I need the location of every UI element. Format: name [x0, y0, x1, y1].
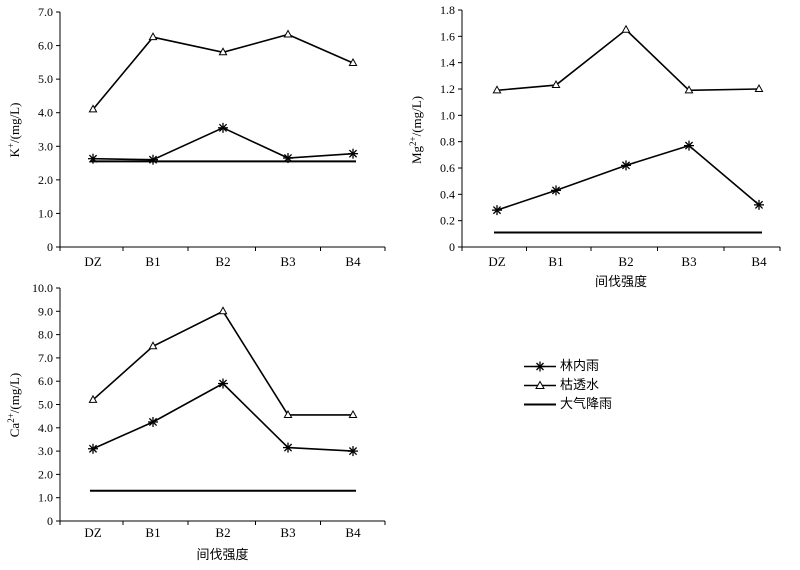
point-throughfall [148, 154, 158, 165]
asterisk-marker-icon [535, 361, 545, 372]
x-tick-label: DZ [84, 525, 101, 540]
y-axis-title: Ca2+/(mg/L) [6, 373, 22, 437]
y-tick-label: 9.0 [38, 304, 53, 318]
point-litter [148, 341, 158, 350]
x-tick-label: B4 [751, 254, 767, 269]
y-tick-label: 3.0 [38, 139, 53, 153]
legend: 林内雨 枯透水 大气降雨 [520, 357, 640, 414]
legend-swatch-litter [524, 380, 556, 389]
point-throughfall [754, 199, 764, 210]
point-litter [218, 306, 228, 315]
x-tick-label: DZ [488, 254, 505, 269]
point-throughfall [218, 122, 228, 133]
y-tick-label: 3.0 [38, 444, 53, 458]
x-tick-label: B4 [345, 254, 361, 269]
legend-label-litter: 枯透水 [560, 378, 600, 393]
y-tick-label: 6.0 [38, 374, 53, 388]
y-tick-label: 1.8 [440, 3, 455, 17]
point-litter [492, 85, 502, 94]
y-tick-label: 1.0 [38, 491, 53, 505]
x-axis-title: 间伐强度 [595, 274, 647, 289]
point-litter [88, 394, 98, 403]
chart-2: 0 0.2 0.4 0.6 0.8 1.0 1.2 1.4 1.6 1.8 DZ B1 B2 B3 B4 Mg… [408, 3, 781, 289]
y-tick-label: 10.0 [32, 281, 53, 295]
series-line-throughfall [496, 144, 760, 211]
point-throughfall [88, 443, 98, 454]
point-litter [551, 80, 561, 89]
legend-label-precip: 大气降雨 [560, 397, 613, 412]
chart-1: 0 1.0 2.0 3.0 4.0 5.0 6.0 7.0 DZ B1 B2 B3 B4 K+/(mg/L… [6, 5, 386, 269]
point-litter [283, 29, 293, 38]
y-tick-label: 0 [449, 240, 455, 254]
series-line-litter [92, 33, 354, 110]
y-axis-title: Mg2+/(mg/L) [408, 96, 424, 164]
point-litter [754, 83, 764, 92]
point-throughfall [684, 140, 694, 151]
triangle-marker-icon [535, 380, 545, 389]
legend-item-precip: 大气降雨 [520, 395, 640, 414]
y-tick-label: 5.0 [38, 72, 53, 86]
y-tick-label: 1.0 [38, 206, 53, 220]
x-tick-label: B1 [145, 525, 160, 540]
x-tick-label: B1 [548, 254, 563, 269]
point-litter [348, 409, 358, 418]
y-tick-label: 1.6 [440, 29, 455, 43]
point-litter [684, 85, 694, 94]
x-tick-label: B2 [618, 254, 633, 269]
point-throughfall [283, 442, 293, 453]
y-tick-label: 4.0 [38, 421, 53, 435]
x-tick-label: B3 [280, 254, 295, 269]
y-tick-label: 0.2 [440, 214, 455, 228]
x-tick-label: B2 [215, 525, 230, 540]
y-axis-title: K+/(mg/L) [6, 103, 22, 158]
y-tick-label: 6.0 [38, 39, 53, 53]
series-line-throughfall [92, 382, 354, 452]
y-tick-label: 5.0 [38, 398, 53, 412]
y-tick-label: 0.8 [440, 135, 455, 149]
y-tick-label: 1.4 [440, 56, 455, 70]
x-tick-label: B1 [145, 254, 160, 269]
y-tick-label: 2.0 [38, 467, 53, 481]
point-throughfall [218, 378, 228, 389]
y-tick-label: 1.0 [440, 108, 455, 122]
y-tick-label: 0.4 [440, 187, 455, 201]
legend-item-litter: 枯透水 [520, 376, 640, 395]
y-tick-label: 4.0 [38, 106, 53, 120]
point-litter [348, 57, 358, 67]
point-throughfall [621, 160, 631, 171]
point-litter [218, 47, 228, 56]
y-tick-label: 1.2 [440, 82, 455, 96]
y-tick-label: 8.0 [38, 328, 53, 342]
x-axis-title: 间伐强度 [196, 547, 248, 562]
y-tick-label: 0 [47, 240, 53, 254]
point-throughfall [348, 446, 358, 457]
series-line-litter [92, 310, 353, 416]
legend-swatch-throughfall [524, 361, 556, 372]
x-tick-label: B2 [215, 254, 230, 269]
point-litter [283, 409, 293, 418]
point-throughfall [148, 416, 158, 427]
y-tick-label: 7.0 [38, 351, 53, 365]
point-litter [148, 32, 158, 41]
x-tick-label: DZ [84, 254, 101, 269]
series-line-litter [496, 28, 760, 92]
y-tick-label: 0 [47, 514, 53, 528]
x-tick-label: B3 [681, 254, 696, 269]
point-litter [621, 24, 631, 33]
point-throughfall [551, 185, 561, 196]
legend-label-throughfall: 林内雨 [560, 359, 600, 374]
y-tick-label: 2.0 [38, 173, 53, 187]
x-tick-label: B3 [280, 525, 295, 540]
point-throughfall [348, 148, 358, 159]
y-tick-label: 0.6 [440, 161, 455, 175]
chart-3: 0 1.0 2.0 3.0 4.0 5.0 6.0 7.0 8.0 9.0 10.0 DZ B1 B2 B3… [6, 281, 386, 562]
y-tick-label: 7.0 [38, 5, 53, 19]
point-litter [88, 104, 98, 113]
legend-swatch-precip [524, 403, 556, 406]
x-tick-label: B4 [345, 525, 361, 540]
legend-item-throughfall: 林内雨 [520, 357, 640, 376]
point-throughfall [492, 205, 502, 216]
